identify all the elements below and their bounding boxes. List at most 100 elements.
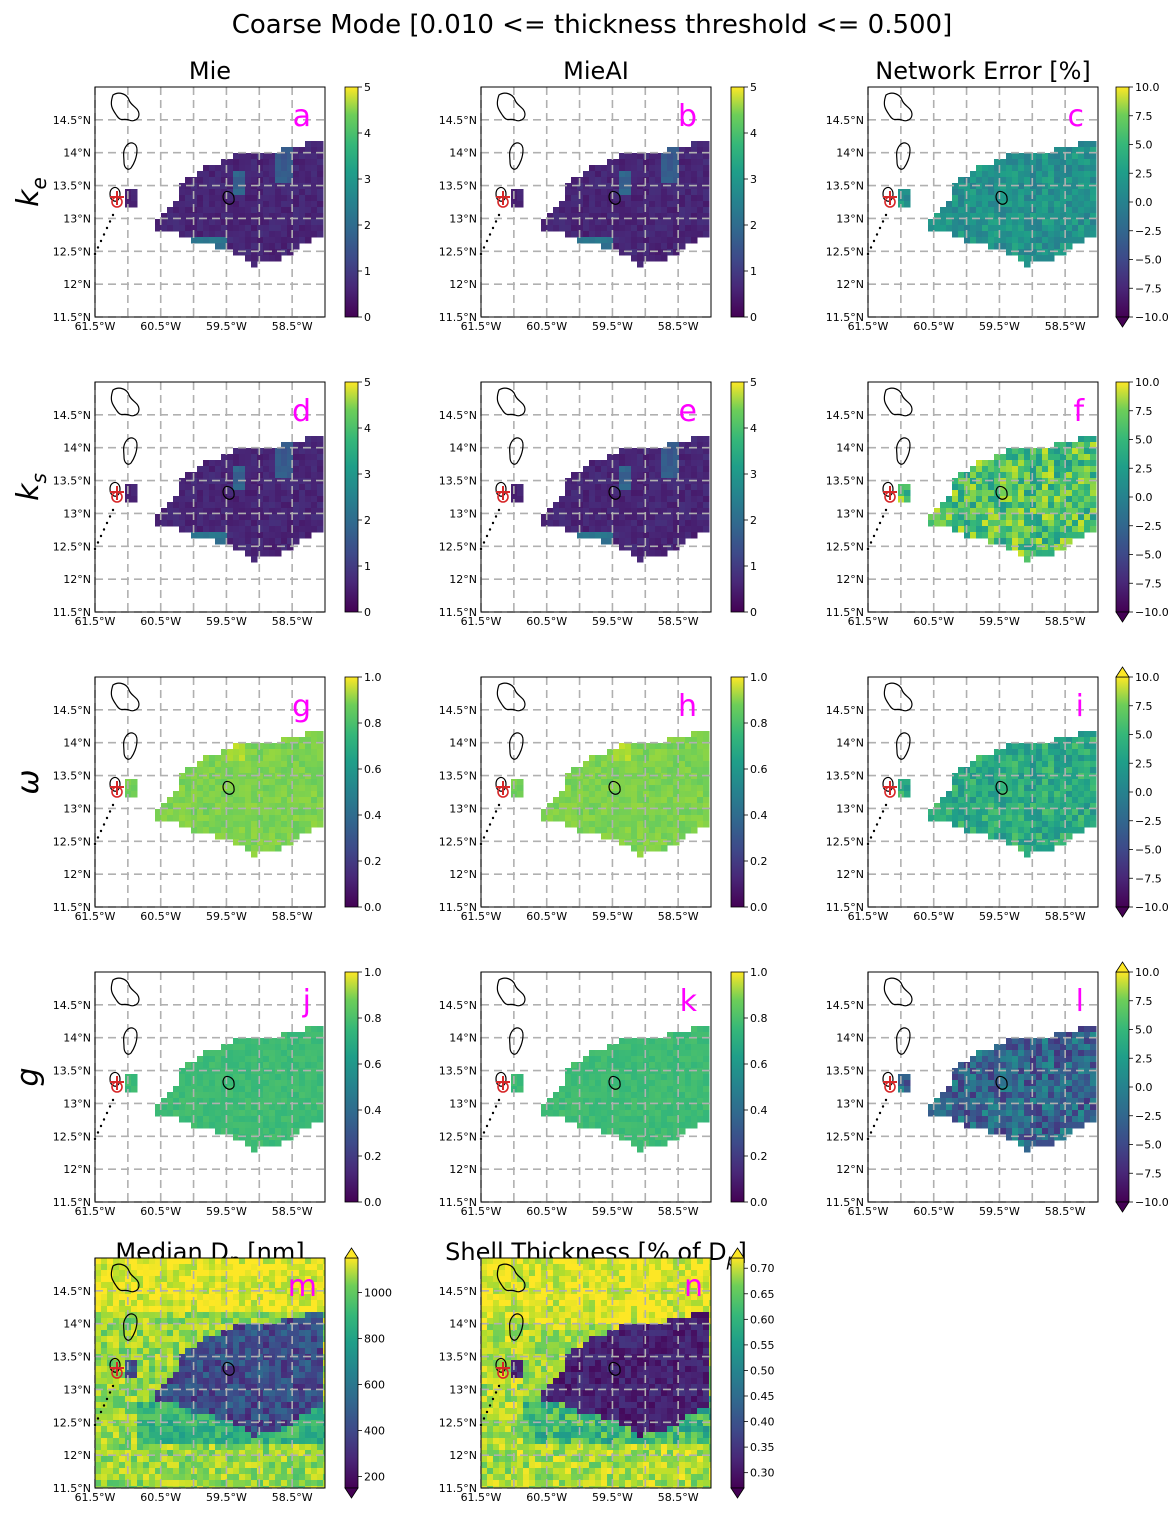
heatmap-cell <box>601 833 608 840</box>
coastline-island <box>608 485 621 500</box>
heatmap-cell <box>221 532 228 539</box>
heatmap-cell <box>1078 761 1085 768</box>
heatmap-cell <box>649 749 656 756</box>
heatmap-cell <box>1000 767 1007 774</box>
heatmap-cell <box>1024 839 1031 846</box>
heatmap-cell <box>982 189 989 196</box>
heatmap-cell <box>667 1056 674 1063</box>
colorbar-tick-label: −10.0 <box>1135 311 1169 324</box>
heatmap-cell <box>1024 472 1031 479</box>
heatmap-cell <box>970 508 977 515</box>
heatmap-cell <box>257 249 264 256</box>
heatmap-cell <box>1084 442 1091 449</box>
heatmap-cell <box>239 472 246 479</box>
heatmap-cell <box>1048 460 1055 467</box>
heatmap-cell <box>1030 478 1037 485</box>
heatmap-cell <box>257 1098 264 1105</box>
heatmap-cell <box>631 508 638 515</box>
map-frame <box>867 86 1099 318</box>
heatmap-cell <box>994 237 1001 244</box>
heatmap-cell <box>619 183 626 190</box>
map-frame <box>94 676 326 908</box>
heatmap-cell <box>667 153 674 160</box>
heatmap-cell <box>565 189 572 196</box>
heatmap-cell <box>311 761 318 768</box>
heatmap-cell <box>691 803 698 810</box>
heatmap-cell <box>1066 809 1073 816</box>
heatmap-cell <box>1012 797 1019 804</box>
heatmap-cell <box>1030 502 1037 509</box>
heatmap-cell <box>673 1086 680 1093</box>
heatmap-cell <box>1042 797 1049 804</box>
heatmap-cell <box>1024 797 1031 804</box>
heatmap-cell <box>595 508 602 515</box>
coastline-islet <box>108 810 112 813</box>
heatmap-cell <box>245 1128 252 1135</box>
heatmap-cell <box>221 833 228 840</box>
heatmap-cell <box>287 743 294 750</box>
heatmap-cell <box>317 1092 324 1099</box>
heatmap-cell <box>257 1104 264 1111</box>
heatmap-cell <box>994 532 1001 539</box>
heatmap-cell <box>179 195 186 202</box>
heatmap-cell <box>1072 496 1079 503</box>
heatmap-cell <box>269 767 276 774</box>
heatmap-cell <box>1072 743 1079 750</box>
heatmap-cell <box>281 1092 288 1099</box>
heatmap-cell <box>191 478 198 485</box>
heatmap-cell <box>293 1038 300 1045</box>
heatmap-cell <box>1060 496 1067 503</box>
heatmap-cell <box>691 1044 698 1051</box>
heatmap-cell <box>1060 243 1067 250</box>
heatmap-cell <box>1030 532 1037 539</box>
heatmap-cell <box>1066 797 1073 804</box>
heatmap-cell <box>1024 851 1031 858</box>
heatmap-cell <box>1012 514 1019 521</box>
heatmap-cell <box>601 538 608 545</box>
heatmap-cell <box>281 225 288 232</box>
heatmap-cell <box>655 201 662 208</box>
heatmap-cell <box>661 514 668 521</box>
heatmap-cell <box>293 213 300 220</box>
heatmap-cell <box>691 508 698 515</box>
panel-letter: k <box>680 984 698 1019</box>
heatmap-cell <box>1006 177 1013 184</box>
heatmap-cell <box>607 1092 614 1099</box>
heatmap-cell <box>667 484 674 491</box>
heatmap-cell <box>179 502 186 509</box>
heatmap-cell <box>251 779 258 786</box>
heatmap-cell <box>173 514 180 521</box>
heatmap-cell <box>1078 195 1085 202</box>
heatmap-cell <box>691 195 698 202</box>
heatmap-cell <box>958 225 965 232</box>
heatmap-cell <box>631 460 638 467</box>
heatmap-cell <box>691 743 698 750</box>
heatmap-cell <box>239 225 246 232</box>
heatmap-cell <box>203 219 210 226</box>
heatmap-cell <box>305 785 312 792</box>
heatmap-cell <box>209 225 216 232</box>
heatmap-cell <box>661 1116 668 1123</box>
heatmap-cell <box>1030 544 1037 551</box>
heatmap-cell <box>1066 502 1073 509</box>
heatmap-cell <box>685 1086 692 1093</box>
heatmap-cell <box>299 189 306 196</box>
heatmap-cell <box>976 532 983 539</box>
heatmap-cell <box>619 243 626 250</box>
heatmap-cell <box>601 1080 608 1087</box>
coastline-island <box>109 186 121 202</box>
heatmap-cell <box>571 803 578 810</box>
heatmap-cell <box>643 743 650 750</box>
heatmap-cell <box>673 1098 680 1105</box>
heatmap-cell <box>293 1032 300 1039</box>
heatmap-cell <box>697 225 704 232</box>
heatmap-cell <box>209 496 216 503</box>
heatmap-cell <box>317 821 324 828</box>
heatmap-cell <box>1066 147 1073 154</box>
heatmap-cell <box>619 1122 626 1129</box>
heatmap-cell <box>685 1062 692 1069</box>
heatmap-cell <box>649 237 656 244</box>
heatmap-cell <box>179 1116 186 1123</box>
heatmap-cell <box>269 183 276 190</box>
heatmap-cell <box>643 1044 650 1051</box>
